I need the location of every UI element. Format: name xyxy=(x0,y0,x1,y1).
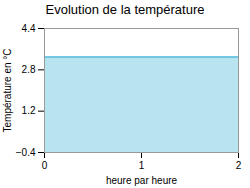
svg-text:2: 2 xyxy=(236,160,242,171)
svg-text:1.2: 1.2 xyxy=(22,105,36,116)
svg-text:1: 1 xyxy=(139,160,145,171)
svg-text:4.4: 4.4 xyxy=(22,23,36,34)
html-text:Evolution de la température: Evolution de la température xyxy=(45,2,205,17)
svg-text:2.8: 2.8 xyxy=(22,64,36,75)
svg-text:Température en °C: Température en °C xyxy=(2,48,13,132)
svg-text:heure par heure: heure par heure xyxy=(106,175,178,186)
svg-text:−0.4: −0.4 xyxy=(16,147,36,158)
svg-text:0: 0 xyxy=(42,160,48,171)
